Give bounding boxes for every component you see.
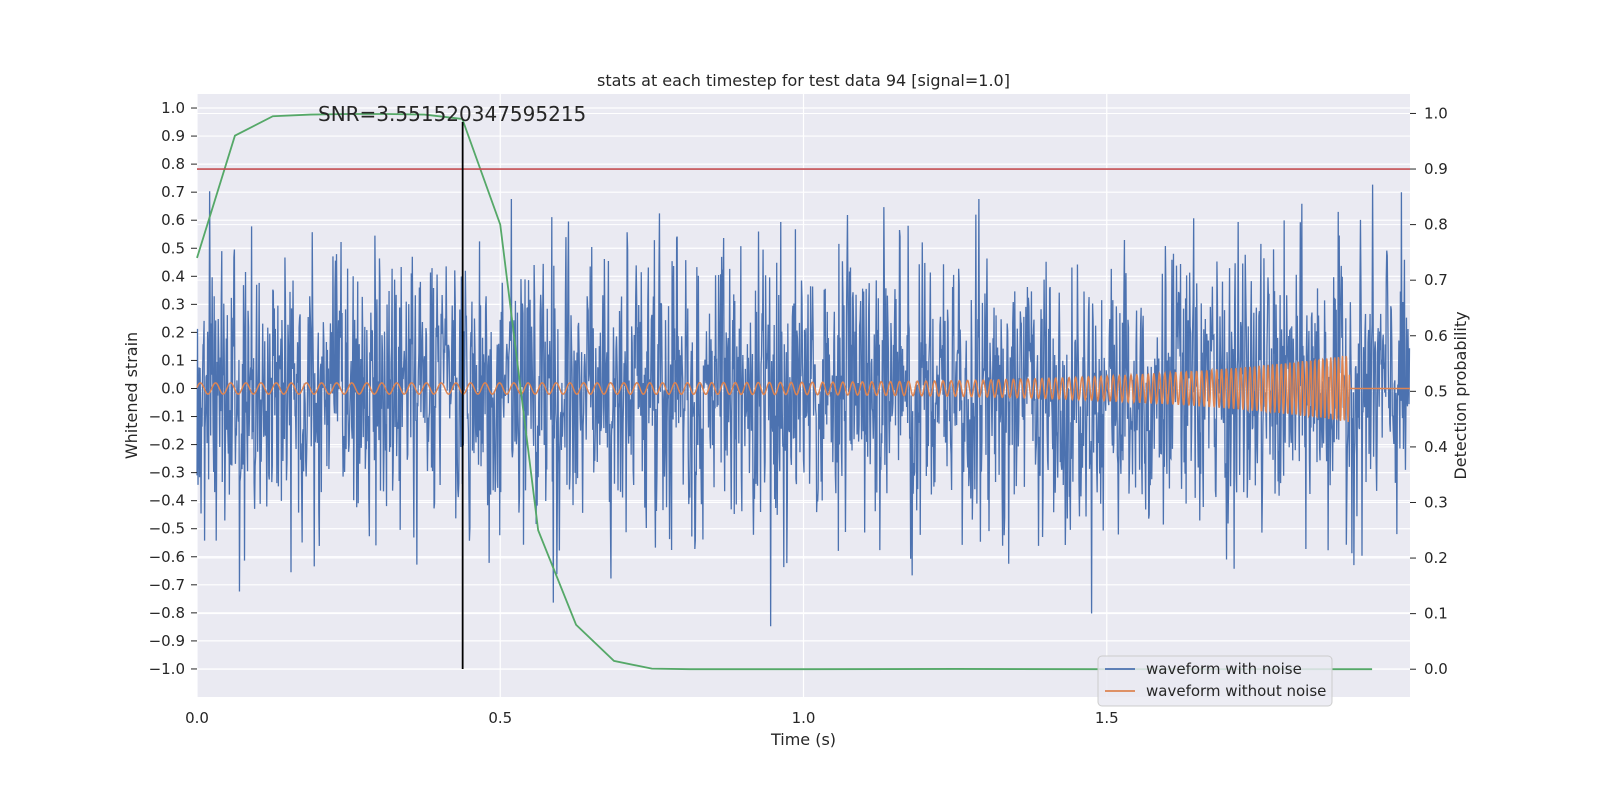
y-left-tick-label: −0.5 — [149, 520, 185, 538]
y-left-tick-label: 0.6 — [161, 211, 185, 229]
y-left-tick-label: 1.0 — [161, 99, 185, 117]
y-right-tick-label: 0.6 — [1424, 327, 1448, 345]
y-left-tick-label: 0.5 — [161, 239, 185, 257]
x-tick-label: 0.0 — [185, 709, 209, 727]
x-tick-label: 1.5 — [1095, 709, 1119, 727]
y-right-tick-label: 0.2 — [1424, 549, 1448, 567]
y-left-tick-label: −0.2 — [149, 436, 185, 454]
y-right-tick-label: 0.3 — [1424, 493, 1448, 511]
y-left-tick-label: −0.9 — [149, 632, 185, 650]
y-right-tick-label: 1.0 — [1424, 104, 1448, 122]
y-left-tick-label: −0.6 — [149, 548, 185, 566]
legend-box — [1097, 655, 1333, 707]
series-layer — [196, 113, 1411, 671]
y-left-tick-label: −0.1 — [149, 408, 185, 426]
series-detection-probability — [196, 113, 1373, 671]
y-left-tick-label: 0.9 — [161, 127, 185, 145]
legend: waveform with noise waveform without noi… — [1097, 655, 1333, 707]
y-left-tick-label: 0.4 — [161, 267, 185, 285]
y-left-tick-label: 0.8 — [161, 155, 185, 173]
y-right-tick-label: 0.0 — [1424, 660, 1448, 678]
y-left-tick-label: −0.7 — [149, 576, 185, 594]
chart-title: stats at each timestep for test data 94 … — [597, 71, 1010, 90]
y-left-axis-label: Whitened strain — [122, 332, 141, 459]
y-right-tick-label: 0.9 — [1424, 160, 1448, 178]
y-left-tick-label: 0.0 — [161, 379, 185, 397]
x-tick-label: 0.5 — [488, 709, 512, 727]
snr-annotation: SNR=3.551520347595215 — [318, 102, 586, 126]
series-waveform-with-noise — [196, 184, 1411, 627]
legend-label-waveform-with-noise: waveform with noise — [1146, 660, 1302, 678]
y-left-tick-label: −0.3 — [149, 464, 185, 482]
y-right-axis-label: Detection probability — [1451, 311, 1470, 479]
y-right-tick-label: 0.5 — [1424, 382, 1448, 400]
y-left-tick-label: 0.3 — [161, 295, 185, 313]
y-right-axis-ticks: 1.0 0.9 0.8 0.7 0.6 0.5 0.4 0.3 0.2 0.1 0.0 — [1410, 104, 1448, 678]
x-tick-label: 1.0 — [792, 709, 816, 727]
y-left-tick-label: −1.0 — [149, 660, 185, 678]
y-right-tick-label: 0.1 — [1424, 605, 1448, 623]
x-axis-ticks: 0.0 0.5 1.0 1.5 — [185, 709, 1119, 727]
y-left-axis-ticks: 1.0 0.9 0.8 0.7 0.6 0.5 0.4 0.3 0.2 0.1 0.0 −0.1 −0.… — [149, 99, 197, 678]
y-left-tick-label: −0.4 — [149, 492, 185, 510]
y-left-tick-label: 0.7 — [161, 183, 185, 201]
y-right-tick-label: 0.7 — [1424, 271, 1448, 289]
x-axis-label: Time (s) — [770, 730, 836, 749]
y-right-tick-label: 0.4 — [1424, 438, 1448, 456]
y-left-tick-label: 0.2 — [161, 323, 185, 341]
overlay-layer — [197, 122, 1410, 669]
y-left-tick-label: −0.8 — [149, 604, 185, 622]
legend-label-waveform-without-noise: waveform without noise — [1146, 682, 1326, 700]
series-waveform-without-noise — [196, 355, 1410, 423]
y-left-tick-label: 0.1 — [161, 351, 185, 369]
y-right-tick-label: 0.8 — [1424, 216, 1448, 234]
